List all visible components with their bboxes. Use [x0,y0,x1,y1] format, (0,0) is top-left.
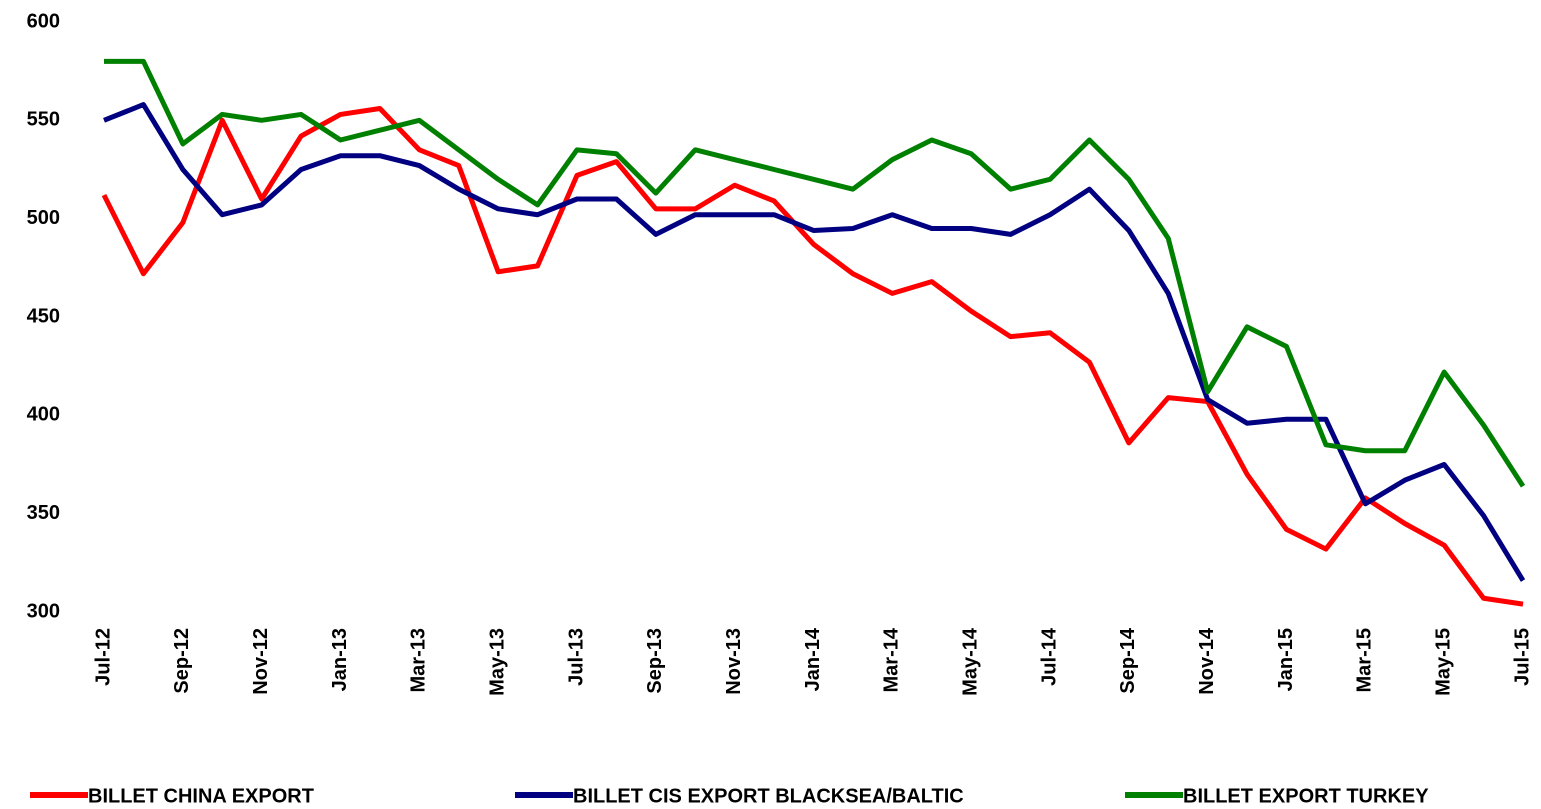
legend-label: BILLET EXPORT TURKEY [1183,785,1429,807]
x-tick-label: Jan-15 [1275,628,1297,691]
x-tick-label: Sep-13 [644,628,666,694]
x-tick-label: Nov-13 [723,628,745,695]
x-tick-label: Mar-13 [408,628,430,692]
y-tick-label: 500 [27,207,60,229]
x-tick-label: Mar-14 [881,627,903,692]
x-tick-label: Mar-15 [1354,628,1376,692]
x-tick-label: May-14 [959,627,981,696]
y-tick-label: 450 [27,305,60,327]
y-tick-label: 550 [27,109,60,131]
y-tick-label: 350 [27,502,60,524]
x-tick-label: Jul-13 [565,628,587,686]
x-tick-label: Sep-12 [171,628,193,694]
series-line [103,102,1526,582]
x-tick-label: Jan-14 [802,627,824,691]
y-tick-label: 400 [27,404,60,426]
x-tick-label: Jul-15 [1511,628,1533,686]
x-tick-label: May-15 [1432,628,1454,696]
x-tick-label: Jan-13 [329,628,351,691]
x-tick-label: Jul-12 [92,628,114,686]
y-tick-label: 300 [27,600,60,622]
x-tick-label: Jul-14 [1038,627,1060,686]
x-tick-label: Nov-14 [1196,627,1218,695]
series-line [104,58,1526,488]
y-tick-label: 600 [27,10,60,32]
x-tick-label: Sep-14 [1117,627,1139,693]
legend-label: BILLET CIS EXPORT BLACKSEA/BALTIC [573,785,964,807]
legend-label: BILLET CHINA EXPORT [88,785,314,807]
series-line [101,106,1524,607]
x-tick-label: May-13 [486,628,508,696]
x-tick-label: Nov-12 [250,628,272,695]
